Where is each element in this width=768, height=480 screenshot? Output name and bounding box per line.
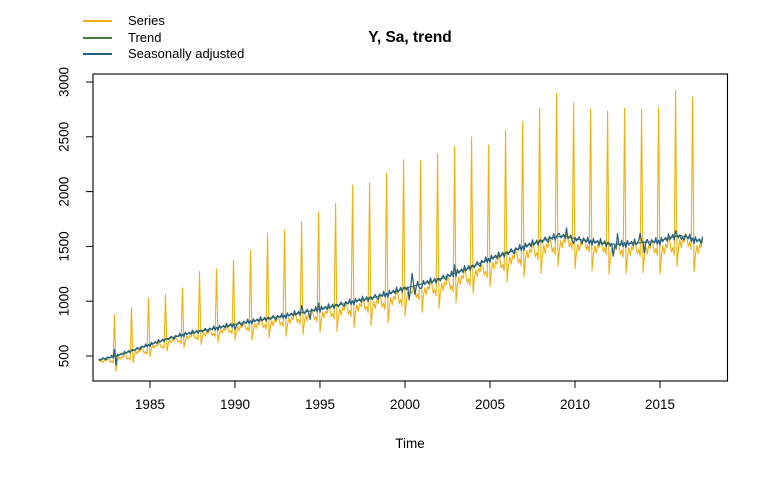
y-tick-label: 2500 bbox=[57, 122, 72, 152]
chart-title: Y, Sa, trend bbox=[368, 29, 452, 46]
x-tick-label: 1990 bbox=[220, 397, 250, 412]
y-tick-label: 2000 bbox=[57, 177, 72, 207]
x-tick-label: 2005 bbox=[475, 397, 505, 412]
legend-item-trend: Trend bbox=[83, 30, 244, 47]
series-line-trend bbox=[98, 234, 704, 361]
y-tick-label: 3000 bbox=[57, 67, 72, 97]
y-tick-label: 1000 bbox=[57, 286, 72, 316]
legend-label-trend: Trend bbox=[128, 29, 162, 45]
legend-item-seasonally-adjusted: Seasonally adjusted bbox=[83, 46, 244, 63]
seasonally-adjusted-line-swatch bbox=[83, 53, 112, 56]
series-line-seasonally-adjusted bbox=[98, 227, 704, 366]
legend-label-series: Series bbox=[128, 13, 165, 29]
y-tick-label: 500 bbox=[57, 345, 72, 368]
x-tick-label: 2015 bbox=[645, 397, 675, 412]
legend: Series Trend Seasonally adjusted bbox=[83, 13, 244, 63]
trend-line-swatch bbox=[83, 36, 112, 39]
series-line-series bbox=[98, 89, 704, 372]
legend-item-series: Series bbox=[83, 13, 244, 30]
y-tick-label: 1500 bbox=[57, 231, 72, 261]
plot-box bbox=[92, 73, 729, 382]
x-tick-label: 1985 bbox=[135, 397, 165, 412]
x-tick-label: 2000 bbox=[390, 397, 420, 412]
series-line-swatch bbox=[83, 20, 112, 23]
x-axis-label: Time bbox=[395, 436, 425, 451]
x-tick-label: 2010 bbox=[560, 397, 590, 412]
legend-label-seasonally-adjusted: Seasonally adjusted bbox=[128, 46, 245, 62]
x-tick-label: 1995 bbox=[305, 397, 335, 412]
